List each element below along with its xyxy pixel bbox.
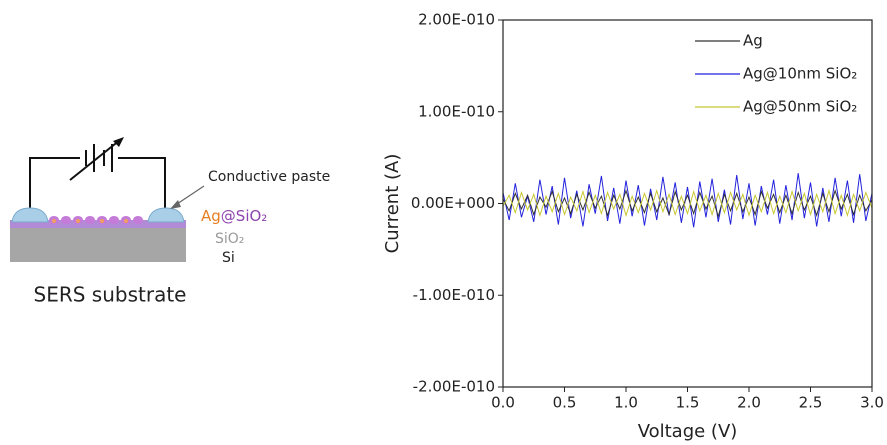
legend-label: Ag@50nm SiO₂ bbox=[743, 98, 857, 116]
x-axis-label: Voltage (V) bbox=[638, 421, 738, 442]
y-tick-label: -1.00E-010 bbox=[413, 286, 495, 304]
shell-label: @SiO₂ bbox=[221, 207, 268, 225]
ag-label: Ag bbox=[201, 207, 221, 225]
si-label: Si bbox=[222, 250, 235, 266]
x-tick-label: 2.5 bbox=[799, 394, 823, 412]
schematic: Conductive paste Ag@SiO₂ SiO₂ Si SERS su… bbox=[10, 137, 330, 307]
y-tick-label: 1.00E-010 bbox=[418, 102, 495, 120]
x-tick-label: 0.0 bbox=[491, 394, 515, 412]
caption: SERS substrate bbox=[34, 283, 187, 307]
si-layer bbox=[10, 228, 186, 262]
layer-label: Ag@SiO₂ bbox=[201, 207, 267, 225]
y-tick-label: -2.00E-010 bbox=[413, 378, 495, 396]
pointer-head bbox=[170, 200, 181, 209]
legend-label: Ag bbox=[743, 32, 763, 50]
paste-label: Conductive paste bbox=[208, 169, 330, 185]
arrow-head bbox=[113, 137, 124, 147]
x-tick-label: 2.0 bbox=[737, 394, 761, 412]
y-axis-label: Current (A) bbox=[382, 154, 403, 254]
paste-drop bbox=[147, 207, 185, 223]
y-tick-label: 0.00E+000 bbox=[411, 194, 495, 212]
x-tick-label: 1.5 bbox=[676, 394, 700, 412]
x-tick-label: 3.0 bbox=[860, 394, 884, 412]
y-tick-label: 2.00E-010 bbox=[418, 11, 495, 29]
particles bbox=[49, 216, 143, 224]
sio2-label: SiO₂ bbox=[215, 231, 244, 247]
legend-label: Ag@10nm SiO₂ bbox=[743, 65, 857, 83]
battery bbox=[69, 139, 121, 181]
wire bbox=[118, 157, 166, 212]
series-line bbox=[502, 188, 873, 219]
chart: -2.00E-010 -1.00E-010 0.00E+000 1.00E-010 2.… bbox=[382, 11, 884, 443]
paste-drop bbox=[11, 207, 49, 223]
x-tick-label: 1.0 bbox=[614, 394, 638, 412]
sio2-layer bbox=[10, 220, 186, 228]
series-line bbox=[502, 188, 873, 218]
series-line bbox=[502, 173, 873, 228]
x-tick-label: 0.5 bbox=[553, 394, 577, 412]
wire bbox=[29, 157, 80, 212]
